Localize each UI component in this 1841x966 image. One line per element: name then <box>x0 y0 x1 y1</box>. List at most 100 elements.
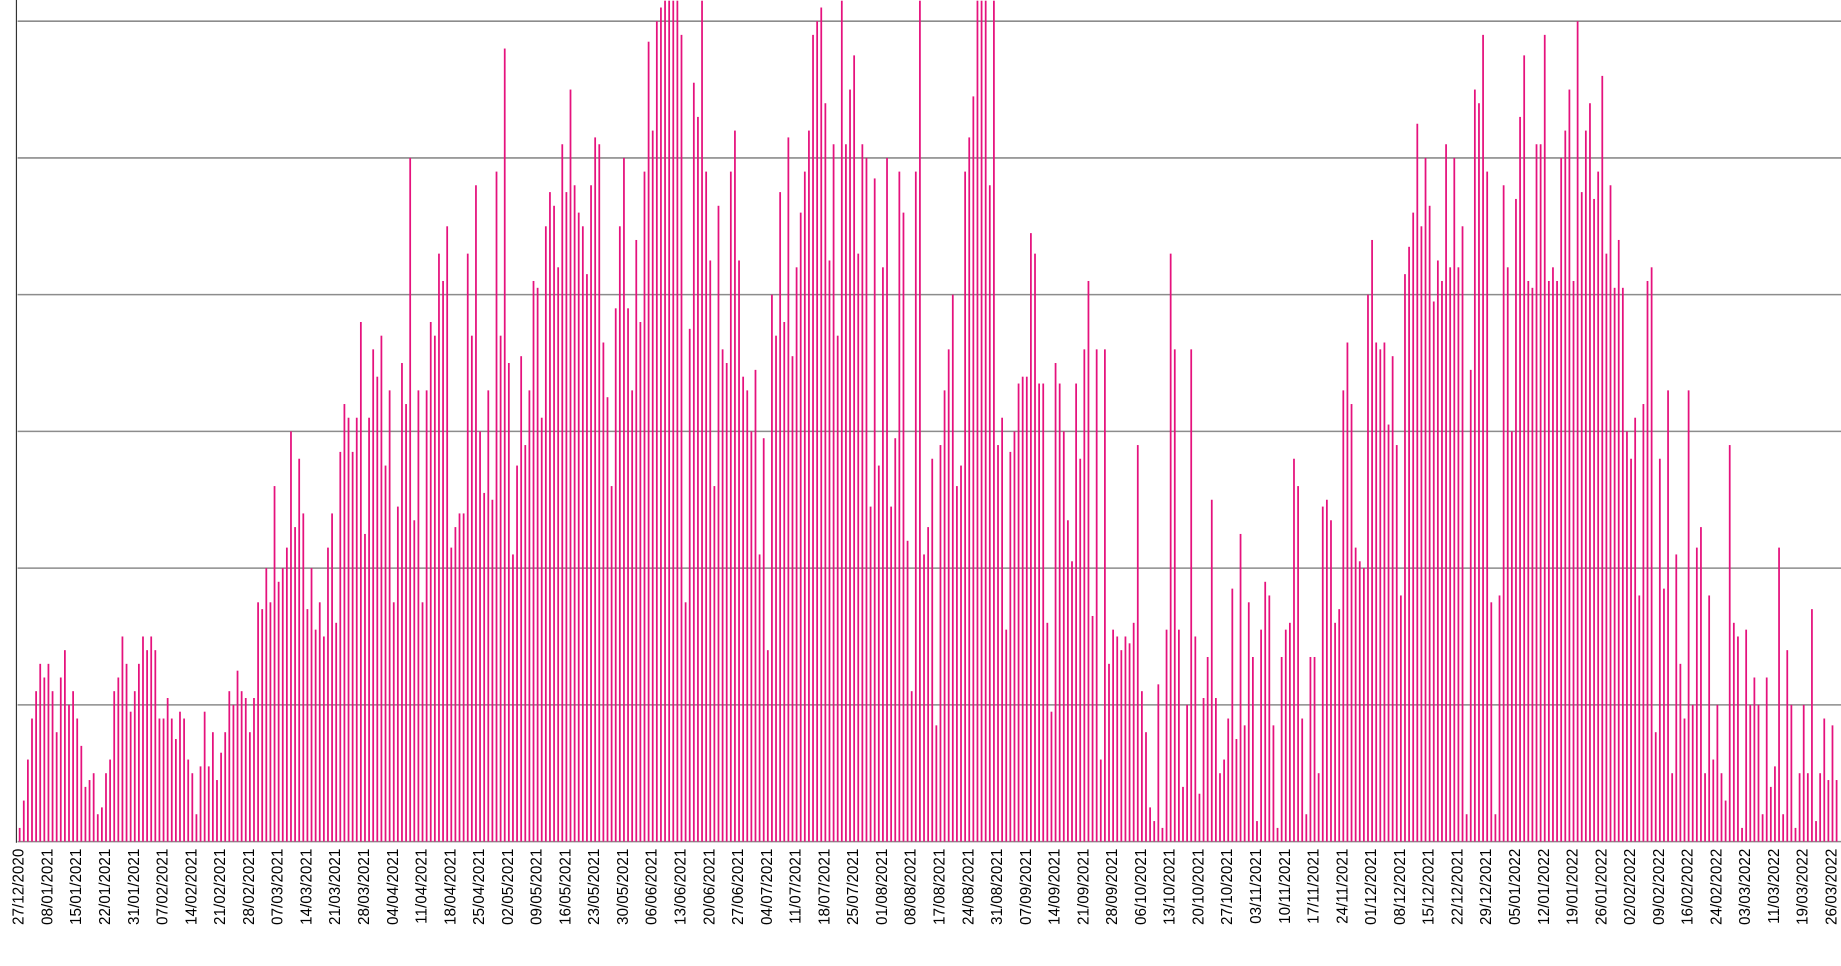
bar <box>1436 260 1439 842</box>
x-tick-label: 21/02/2021 <box>212 849 229 925</box>
bar <box>1609 185 1612 842</box>
bar <box>1001 417 1004 842</box>
bar <box>1782 814 1785 842</box>
bar <box>1757 704 1760 842</box>
bar <box>1605 253 1608 842</box>
bar <box>240 691 243 842</box>
bar <box>524 445 527 842</box>
bar <box>1679 663 1682 842</box>
bar <box>450 547 453 842</box>
x-tick-label: 16/02/2022 <box>1680 849 1697 925</box>
x-tick-label: 19/01/2022 <box>1565 849 1582 925</box>
bar <box>980 0 983 842</box>
bar <box>1165 629 1168 842</box>
bar <box>1219 773 1221 842</box>
bar <box>861 144 864 842</box>
bar <box>253 698 255 842</box>
bar <box>742 376 745 842</box>
x-tick-label: 14/03/2021 <box>298 849 315 925</box>
bar <box>960 465 962 842</box>
bar <box>318 602 321 842</box>
bar <box>331 513 333 842</box>
bar <box>1198 793 1201 842</box>
bar <box>923 554 925 842</box>
bar <box>910 691 913 842</box>
bar <box>1589 103 1591 842</box>
x-tick-label: 07/03/2021 <box>270 849 287 925</box>
bar <box>1239 533 1242 842</box>
bar <box>470 335 473 842</box>
bar <box>174 739 177 842</box>
x-tick-label: 10/11/2021 <box>1277 849 1294 924</box>
bar <box>849 89 851 842</box>
bar <box>1104 349 1106 842</box>
bar <box>1083 349 1086 842</box>
bar <box>828 260 831 842</box>
bar <box>758 554 761 842</box>
bar <box>775 335 777 842</box>
x-tick-label: 14/02/2021 <box>183 849 200 925</box>
bar <box>1704 773 1706 842</box>
bar <box>417 390 420 842</box>
bar <box>1630 458 1632 842</box>
bar <box>1802 704 1805 842</box>
bar <box>1835 780 1838 842</box>
bar <box>1519 116 1521 842</box>
bar <box>1247 602 1250 842</box>
bar <box>873 178 876 842</box>
bar <box>55 732 58 842</box>
bar <box>812 34 814 842</box>
bar <box>479 431 481 842</box>
bar <box>906 540 909 842</box>
bar <box>380 335 383 842</box>
bar <box>581 226 584 842</box>
x-tick-label: 12/01/2022 <box>1536 849 1553 925</box>
bar <box>1584 130 1587 842</box>
bar <box>1646 280 1649 842</box>
bar <box>1034 253 1036 842</box>
bar <box>1054 363 1057 842</box>
bar <box>1626 431 1628 842</box>
bar <box>1774 766 1776 842</box>
bar <box>1321 506 1324 842</box>
bar <box>573 185 576 842</box>
bar <box>88 780 91 842</box>
bar <box>791 356 794 842</box>
bar <box>59 677 62 842</box>
bar <box>725 363 728 842</box>
bar <box>1346 342 1349 842</box>
bar <box>972 96 975 842</box>
bar <box>1638 595 1641 842</box>
bar <box>236 670 239 842</box>
x-tick-label: 05/01/2022 <box>1507 849 1524 925</box>
bar <box>1309 656 1312 842</box>
bar <box>1367 294 1369 842</box>
bar <box>1009 451 1012 842</box>
bar <box>836 335 839 842</box>
bar <box>1391 356 1394 842</box>
bar <box>446 226 449 842</box>
x-tick-label: 02/05/2021 <box>500 849 517 925</box>
bar <box>857 253 860 842</box>
bar <box>1136 445 1139 842</box>
bar <box>1379 349 1382 842</box>
bar <box>203 711 206 842</box>
bar <box>787 137 790 842</box>
bar <box>1453 157 1456 842</box>
bar <box>1251 656 1254 842</box>
bar <box>1206 656 1209 842</box>
bar <box>158 718 161 842</box>
bar <box>668 0 671 842</box>
x-tick-label: 04/04/2021 <box>385 849 402 925</box>
bar <box>310 568 313 842</box>
bar <box>339 451 342 842</box>
bar <box>187 759 190 842</box>
bar <box>680 34 683 842</box>
bar <box>1256 821 1258 842</box>
bar <box>1732 622 1735 842</box>
bar <box>285 547 288 842</box>
bar <box>746 390 749 842</box>
bar <box>902 212 905 842</box>
bar <box>1288 622 1291 842</box>
bar <box>18 827 21 842</box>
